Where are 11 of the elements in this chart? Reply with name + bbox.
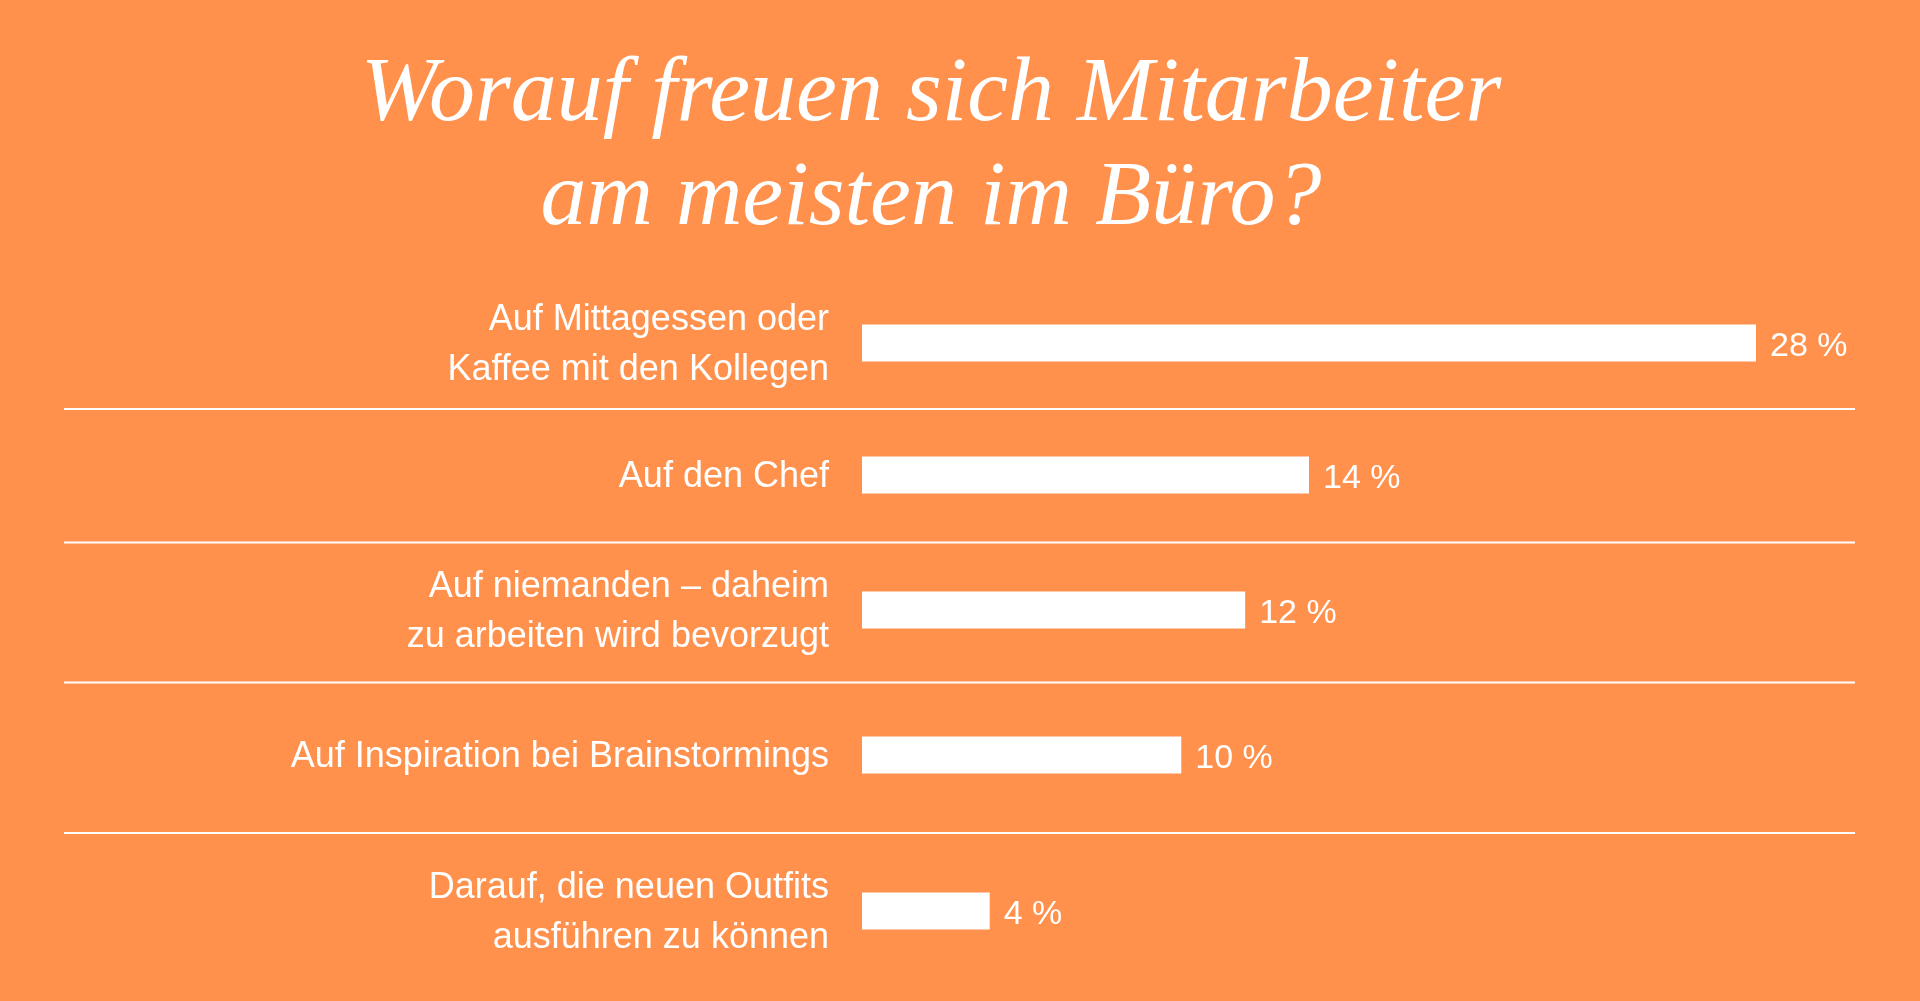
y-tick-label: Auf Mittagessen oder Kaffee mit den Kollegen	[447, 297, 829, 388]
data-label: 28 %	[1770, 325, 1848, 363]
data-label: 4 %	[1003, 893, 1063, 931]
data-label: 12 %	[1259, 592, 1337, 630]
y-tick-label: Auf den Chef	[618, 454, 830, 495]
data-label: 14 %	[1323, 457, 1401, 495]
y-tick-label: Auf niemanden – daheim zu arbeiten wird bevorzugt	[406, 564, 829, 655]
y-tick-label: Darauf, die neuen Outfits ausführen zu können	[428, 865, 829, 956]
chart-title: Worauf freuen sich Mitarbeiter am meisten im Büro?	[360, 38, 1503, 244]
y-tick-label: Auf Inspiration bei Brainstormings	[290, 734, 829, 775]
data-label: 10 %	[1195, 737, 1273, 775]
